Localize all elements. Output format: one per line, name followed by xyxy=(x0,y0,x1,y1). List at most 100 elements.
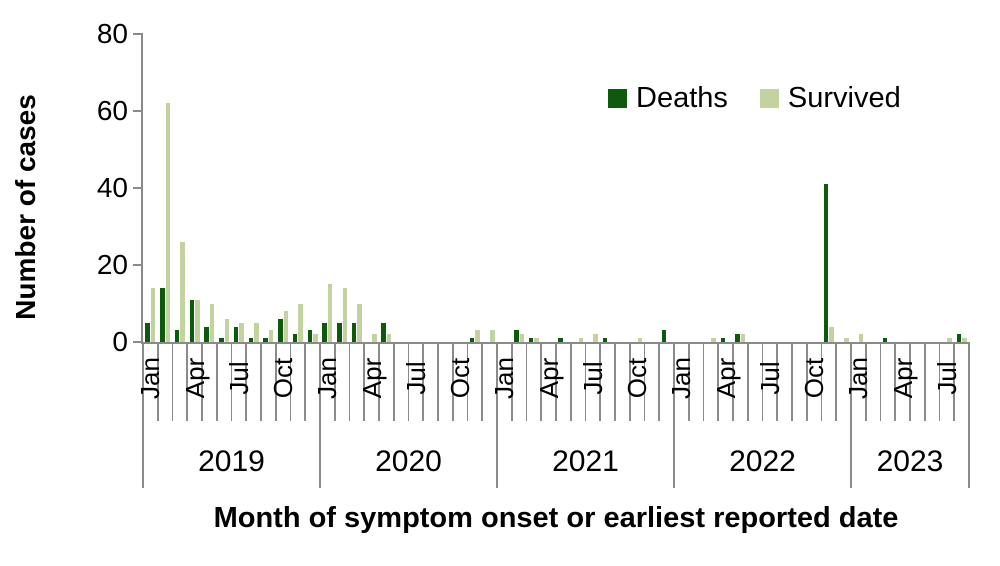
bar-deaths xyxy=(602,338,608,342)
month-label: Jul xyxy=(754,361,785,395)
bar-deaths xyxy=(823,184,829,342)
year-separator-tick xyxy=(968,343,970,488)
month-tick xyxy=(422,343,425,421)
year-label: 2020 xyxy=(375,445,442,478)
month-cell xyxy=(379,34,394,342)
bar-deaths xyxy=(469,338,475,342)
month-cell xyxy=(718,34,733,342)
month-cell xyxy=(364,34,379,342)
year-separator-tick xyxy=(142,343,144,488)
month-tick xyxy=(820,343,823,421)
bar-deaths xyxy=(322,322,327,342)
month-tick xyxy=(201,343,203,421)
month-cell xyxy=(261,34,276,342)
legend-item-survived: Survived xyxy=(759,83,901,113)
month-cell xyxy=(807,34,822,342)
month-tick xyxy=(909,343,911,421)
month-cell xyxy=(453,34,468,342)
month-cell xyxy=(320,34,335,342)
month-cell xyxy=(350,34,365,342)
y-tick-label: 60 xyxy=(96,95,128,126)
bar-survived xyxy=(224,318,230,342)
month-label: Jan xyxy=(666,357,697,399)
month-cell xyxy=(438,34,453,342)
bar-deaths xyxy=(735,334,740,342)
y-tick-mark xyxy=(133,264,142,266)
month-cell xyxy=(615,34,630,342)
legend-label-deaths: Deaths xyxy=(636,82,728,114)
bar-deaths xyxy=(381,322,386,342)
month-tick xyxy=(879,343,882,421)
month-cell xyxy=(674,34,689,342)
month-cell xyxy=(305,34,320,342)
year-separator-tick xyxy=(319,343,321,488)
month-label: Jul xyxy=(931,361,962,395)
legend-item-deaths: Deaths xyxy=(608,83,728,113)
y-tick-label: 40 xyxy=(96,172,128,203)
month-tick xyxy=(260,343,262,421)
month-label: Jan xyxy=(312,357,343,399)
month-tick xyxy=(378,343,380,421)
month-cell xyxy=(409,34,424,342)
bar-deaths xyxy=(558,338,563,342)
month-tick xyxy=(466,343,469,421)
bar-survived xyxy=(150,288,156,342)
bar-deaths xyxy=(337,322,342,342)
month-cell xyxy=(748,34,763,342)
month-cell xyxy=(645,34,660,342)
bar-survived xyxy=(386,334,392,342)
y-tick-label: 20 xyxy=(96,249,128,280)
bar-survived xyxy=(947,338,952,342)
bar-survived xyxy=(165,103,171,342)
bar-survived xyxy=(372,334,377,342)
legend: Deaths Survived xyxy=(608,83,901,113)
year-label: 2021 xyxy=(552,445,619,478)
month-cell xyxy=(541,34,556,342)
month-tick xyxy=(864,343,867,421)
month-cell xyxy=(246,34,261,342)
y-tick-mark xyxy=(133,341,142,343)
year-label: 2023 xyxy=(876,445,944,478)
bar-survived xyxy=(578,338,584,342)
month-tick xyxy=(923,343,926,421)
month-label: Jan xyxy=(135,357,166,399)
month-cell xyxy=(527,34,542,342)
month-tick xyxy=(215,343,218,421)
month-tick xyxy=(392,343,395,421)
month-label: Jul xyxy=(400,361,431,395)
month-cell xyxy=(291,34,306,342)
month-label: Apr xyxy=(179,357,210,399)
plot-area xyxy=(143,34,969,342)
month-tick xyxy=(363,343,366,421)
year-label: 2022 xyxy=(729,445,796,478)
month-label: Jul xyxy=(577,361,608,395)
bar-survived xyxy=(475,330,480,342)
month-cell xyxy=(586,34,601,342)
month-label: Jul xyxy=(223,361,254,395)
month-cell xyxy=(202,34,217,342)
year-label: 2019 xyxy=(198,445,265,478)
bar-survived xyxy=(740,334,746,342)
month-cell xyxy=(187,34,202,342)
month-label: Oct xyxy=(268,357,299,399)
month-tick xyxy=(245,343,248,421)
bar-deaths xyxy=(219,338,224,342)
month-tick xyxy=(953,343,956,421)
month-cell xyxy=(822,34,837,342)
bar-survived xyxy=(829,326,834,342)
month-cell xyxy=(468,34,483,342)
y-tick-mark xyxy=(133,187,142,189)
bar-survived xyxy=(313,334,318,342)
month-tick xyxy=(333,343,336,421)
month-tick xyxy=(437,343,439,421)
bar-survived xyxy=(239,322,244,342)
month-cell xyxy=(173,34,188,342)
month-cell xyxy=(866,34,881,342)
survived-swatch-icon xyxy=(759,88,779,108)
month-label: Jan xyxy=(843,357,874,399)
month-cell xyxy=(335,34,350,342)
month-tick xyxy=(540,343,543,421)
month-cell xyxy=(276,34,291,342)
month-tick xyxy=(584,343,587,421)
month-label: Jan xyxy=(489,357,520,399)
